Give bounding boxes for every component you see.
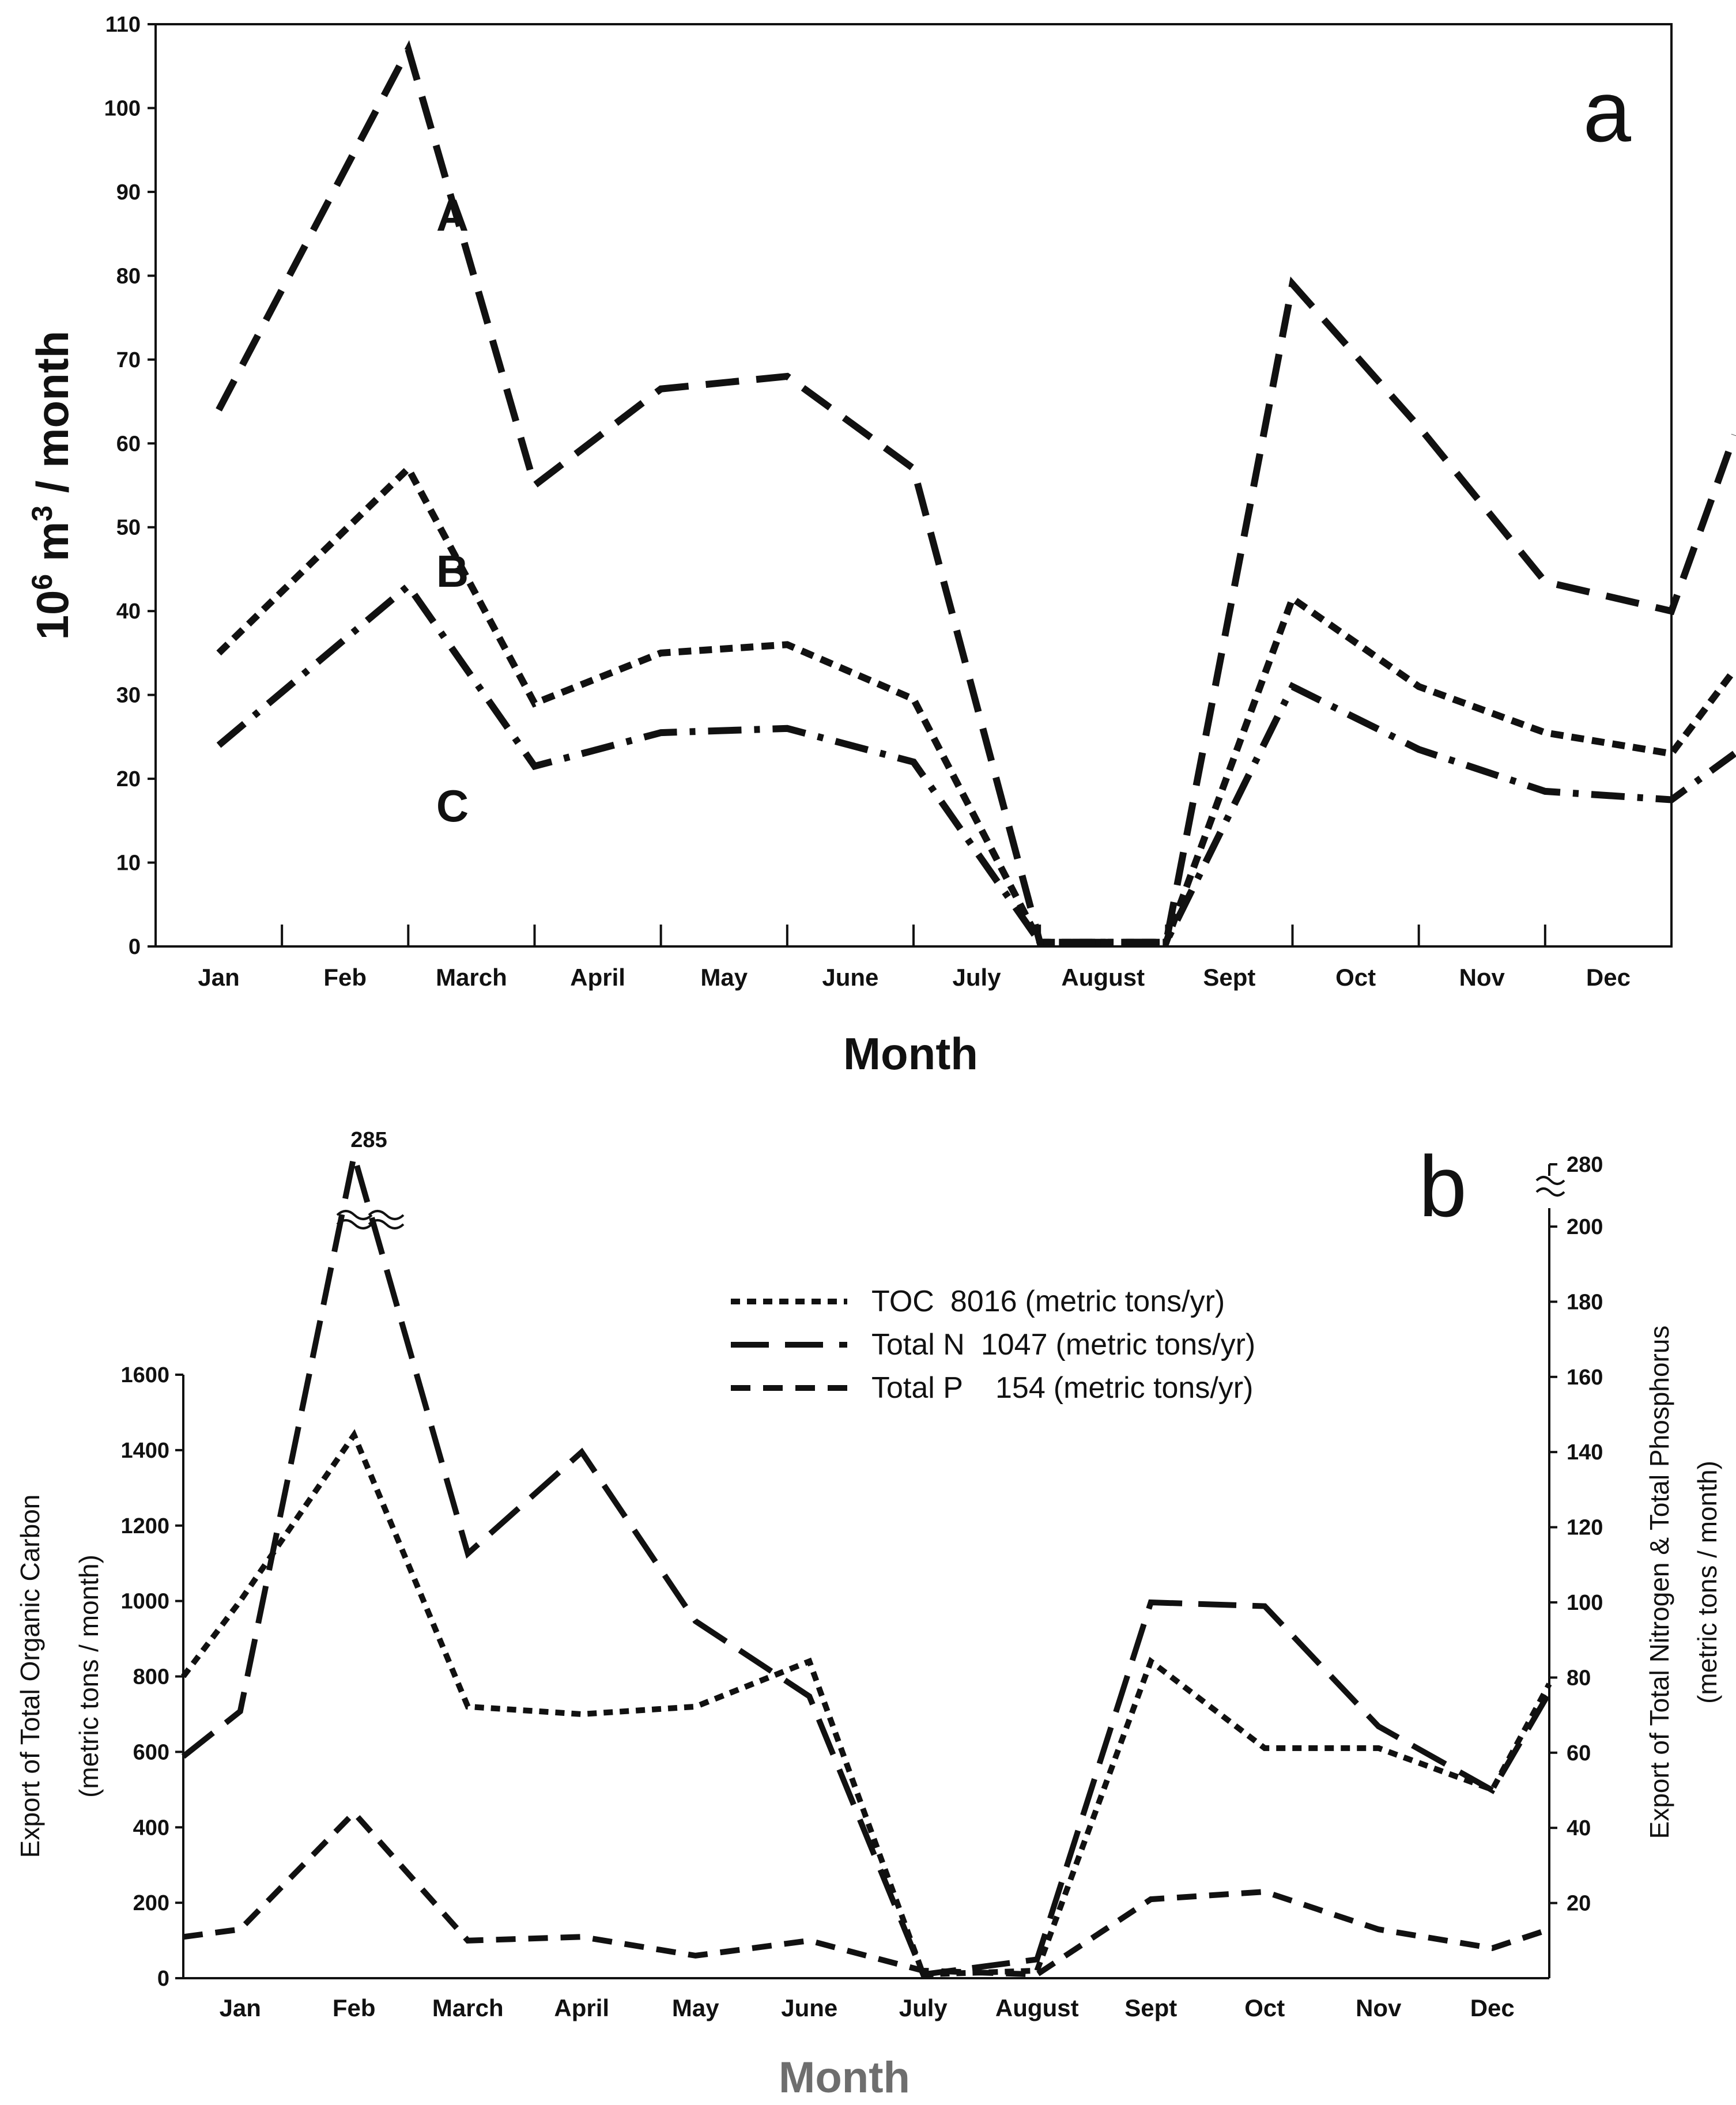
y-tick-label: 90 (116, 180, 141, 205)
left-y-tick-label: 1000 (120, 1590, 169, 1614)
left-y-tick-label: 1400 (120, 1439, 169, 1463)
ylabel-unit-exponent: 3 (26, 505, 58, 522)
panel-a-series-lines (216, 40, 1736, 946)
left-y-tick-label: 1200 (120, 1514, 169, 1538)
y-tick-label: 0 (129, 935, 141, 959)
left-y-tick-label: 400 (133, 1816, 169, 1840)
x-tick-label-jan: Jan (198, 964, 239, 991)
panel-b-left-ticks: 0 200 400 600 800 1000 1200 1400 1600 (120, 1363, 183, 1991)
series-line-toc (181, 1429, 1552, 1978)
x-tick-label-march: March (436, 964, 507, 991)
x-tick-label-april: April (554, 1994, 609, 2021)
panel-b-right-ticks: 20 40 60 80 100 120 140 160 180 200 280 (1549, 1153, 1603, 1916)
x-tick-label-may: May (700, 964, 748, 991)
panel-b-right-y-title-2: (metric tons / month) (1692, 1461, 1722, 1704)
right-y-break-label: 280 (1567, 1153, 1603, 1177)
right-y-tick-label: 80 (1567, 1666, 1591, 1690)
panel-a-label: a (1583, 63, 1632, 160)
left-y-tick-label: 800 (133, 1665, 169, 1689)
series-label-a: A (436, 190, 469, 240)
y-tick-label: 80 (116, 264, 141, 288)
x-tick-label-sept: Sept (1124, 1994, 1177, 2021)
x-tick-label-sept: Sept (1203, 964, 1255, 991)
panel-b-label: b (1419, 1138, 1467, 1235)
x-tick-label-nov: Nov (1459, 964, 1505, 991)
x-tick-label-nov: Nov (1356, 1994, 1402, 2021)
panel-b-x-axis-title: Month (779, 2053, 910, 2102)
x-tick-label-july: July (953, 964, 1002, 991)
y-tick-label: 70 (116, 348, 141, 372)
right-y-tick-label: 160 (1567, 1365, 1603, 1390)
right-y-tick-label: 140 (1567, 1440, 1603, 1465)
x-tick-label-oct: Oct (1244, 1994, 1285, 2021)
x-tick-label-march: March (432, 1994, 504, 2021)
x-tick-label-august: August (1061, 964, 1145, 991)
x-tick-label-jan: Jan (220, 1994, 261, 2021)
panel-a-x-axis-title: Month (843, 1028, 978, 1079)
left-y-tick-label: 1600 (120, 1363, 169, 1387)
right-y-tick-label: 60 (1567, 1741, 1591, 1766)
y-tick-label: 40 (116, 599, 141, 624)
x-tick-label-oct: Oct (1335, 964, 1376, 991)
left-y-tick-label: 200 (133, 1891, 169, 1915)
x-tick-label-may: May (672, 1994, 719, 2021)
x-tick-label-dec: Dec (1470, 1994, 1515, 2021)
y-tick-label: 20 (116, 767, 141, 791)
left-y-tick-label: 0 (157, 1967, 169, 1991)
right-y-tick-label: 120 (1567, 1516, 1603, 1540)
right-y-tick-label: 200 (1567, 1215, 1603, 1239)
legend-label-total-p: Total P 154 (metric tons/yr) (871, 1371, 1253, 1405)
x-tick-label-june: June (781, 1994, 837, 2021)
ylabel-base: 10 (27, 590, 78, 640)
x-tick-label-august: August (995, 1994, 1079, 2021)
series-line-c (216, 580, 1736, 946)
right-y-tick-label: 100 (1567, 1591, 1603, 1615)
panel-a-x-ticks: Jan Feb March April May June July August Sept Oct… (198, 925, 1631, 991)
x-tick-label-feb: Feb (333, 1994, 376, 2021)
peak-axis-break-icon (336, 1210, 405, 1229)
panel-b-series-lines (181, 1155, 1552, 1978)
x-tick-label-feb: Feb (323, 964, 367, 991)
right-y-tick-label: 40 (1567, 1816, 1591, 1840)
y-tick-label: 50 (116, 516, 141, 540)
series-line-b (216, 463, 1736, 946)
left-y-tick-label: 600 (133, 1740, 169, 1764)
legend-label-toc: TOC 8016 (metric tons/yr) (871, 1285, 1225, 1318)
peak-annotation: 285 (350, 1128, 387, 1152)
panel-b-right-y-title-1: Export of Total Nitrogen & Total Phospho… (1644, 1326, 1674, 1839)
x-tick-label-july: July (899, 1994, 948, 2021)
right-y-tick-label: 180 (1567, 1290, 1603, 1314)
ylabel-per-month: / month (27, 331, 78, 505)
panel-b-legend: TOC 8016 (metric tons/yr) Total N 1047 (metr… (731, 1285, 1255, 1405)
legend-label-total-n: Total N 1047 (metric tons/yr) (871, 1328, 1255, 1361)
panel-b-chart: 0 200 400 600 800 1000 1200 1400 1600 20 40 60 80 10… (15, 1128, 1722, 2102)
panel-a-plot-frame (154, 23, 1673, 948)
x-tick-label-dec: Dec (1586, 964, 1631, 991)
series-label-c: C (436, 780, 469, 831)
series-label-b: B (436, 546, 469, 597)
panel-b-left-y-title-1: Export of Total Organic Carbon (15, 1495, 45, 1858)
x-tick-label-april: April (570, 964, 625, 991)
y-tick-label: 10 (116, 851, 141, 876)
right-axis-break-icon (1535, 1176, 1565, 1197)
ylabel-unit: m (27, 522, 78, 574)
panel-b-x-ticks: Jan Feb March April May June July August Sept Oct… (220, 1994, 1515, 2021)
y-tick-label: 60 (116, 432, 141, 456)
panel-a-y-axis-title: 106 m3 / month (26, 331, 78, 640)
x-tick-label-june: June (822, 964, 878, 991)
y-tick-label: 30 (116, 684, 141, 708)
y-tick-label: 100 (104, 96, 141, 120)
ylabel-exponent: 6 (26, 574, 58, 590)
y-tick-label: 110 (105, 13, 141, 37)
panel-a-chart: 0 10 20 30 40 50 60 70 80 90 100 110 Jan Feb March Apr… (26, 13, 1736, 1079)
panel-b-left-y-title-2: (metric tons / month) (74, 1555, 104, 1798)
right-y-tick-label: 20 (1567, 1892, 1591, 1916)
panel-a-y-ticks: 0 10 20 30 40 50 60 70 80 90 100 110 (104, 13, 156, 959)
